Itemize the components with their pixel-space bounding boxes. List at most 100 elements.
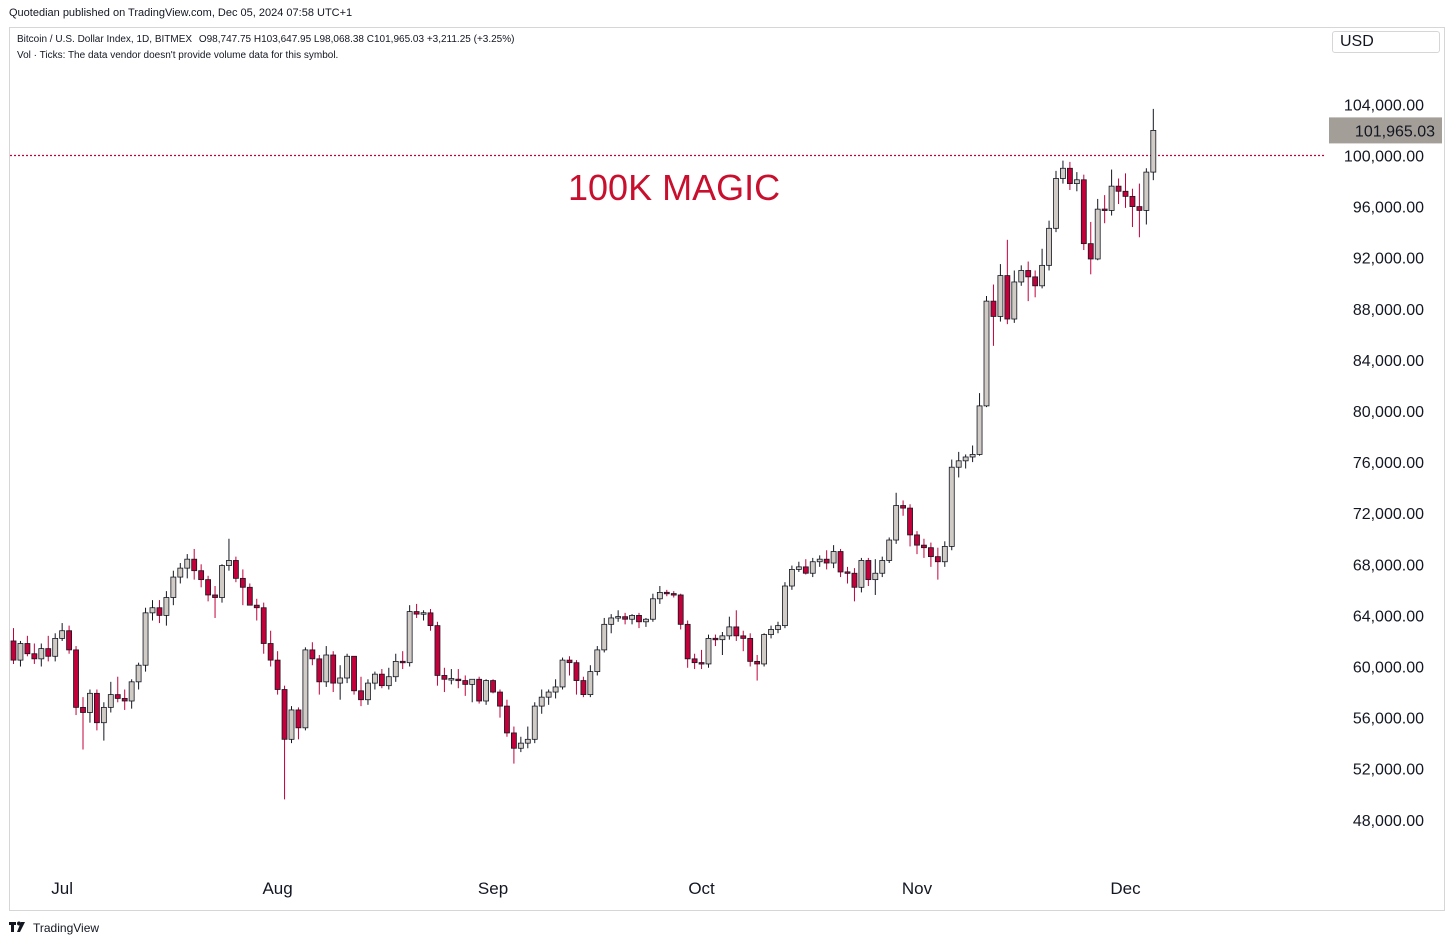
candle-body xyxy=(497,691,503,707)
candle xyxy=(184,554,191,579)
candle xyxy=(504,699,510,737)
price-tick-label: 56,000.00 xyxy=(1353,711,1424,728)
candle-body xyxy=(371,673,378,684)
candle-body xyxy=(1039,264,1045,287)
candle xyxy=(17,640,24,667)
candle xyxy=(976,393,983,456)
legend-symbol-row: Bitcoin / U.S. Dollar Index, 1D, BITMEX … xyxy=(17,34,514,45)
price-tick-label: 60,000.00 xyxy=(1353,660,1424,677)
candle-body xyxy=(886,539,893,561)
candle xyxy=(1101,195,1108,224)
price-tick-label: 100,000.00 xyxy=(1344,149,1424,166)
candle-body xyxy=(476,678,483,702)
candle xyxy=(531,702,538,744)
candle-body xyxy=(1150,129,1157,173)
candle-body xyxy=(941,546,948,563)
candle xyxy=(886,537,893,564)
candle-body xyxy=(531,705,538,740)
candle-body xyxy=(469,678,476,685)
candle xyxy=(747,633,754,667)
currency-selector[interactable]: USD xyxy=(1332,31,1440,53)
candle-body xyxy=(844,571,851,574)
candle xyxy=(288,706,295,744)
tradingview-logo-icon[interactable] xyxy=(9,920,29,936)
candle-body xyxy=(462,680,469,685)
candle xyxy=(587,665,594,698)
candle xyxy=(962,454,969,469)
candle xyxy=(170,570,177,606)
candle-body xyxy=(573,662,580,681)
price-tick-label: 48,000.00 xyxy=(1353,813,1424,830)
time-axis: Jul Aug Sep Oct Nov Dec xyxy=(51,879,1141,898)
candle-body xyxy=(747,637,754,662)
candle xyxy=(128,679,135,709)
candle xyxy=(38,643,45,667)
candle xyxy=(191,548,198,580)
candle xyxy=(601,617,608,653)
candle-body xyxy=(337,677,344,684)
candle xyxy=(177,563,184,584)
candle xyxy=(281,685,288,800)
time-tick-label: Aug xyxy=(262,879,292,898)
candle xyxy=(1067,161,1073,190)
candle xyxy=(573,660,580,695)
candle-body xyxy=(392,660,399,678)
candle-body xyxy=(17,643,24,661)
footer-brand[interactable]: TradingView xyxy=(33,921,100,935)
candle-body xyxy=(31,653,38,660)
candle xyxy=(330,651,337,693)
candle-body xyxy=(1011,281,1018,320)
candle xyxy=(893,492,900,544)
candle-body xyxy=(608,617,615,625)
candle-body xyxy=(52,637,59,657)
candle-body xyxy=(483,680,490,702)
candle-body xyxy=(997,275,1004,317)
candle-body xyxy=(705,637,712,665)
candle-body xyxy=(427,612,434,627)
candle xyxy=(684,620,691,668)
candle xyxy=(809,557,816,578)
candle xyxy=(907,504,913,547)
candle xyxy=(719,632,726,656)
candle-body xyxy=(768,629,774,635)
candle xyxy=(990,284,997,346)
candle xyxy=(316,655,323,695)
candle xyxy=(358,676,364,707)
candle xyxy=(983,296,990,408)
candle xyxy=(816,555,823,567)
candle xyxy=(1080,174,1087,251)
candle xyxy=(94,689,100,731)
candle-body xyxy=(552,686,559,693)
candle xyxy=(608,614,615,634)
candle-body xyxy=(198,570,205,581)
candle-body xyxy=(351,655,357,692)
candle-body xyxy=(1018,270,1025,283)
candle-body xyxy=(205,579,212,596)
candle xyxy=(643,617,649,627)
candle-body xyxy=(962,456,969,462)
candle-body xyxy=(524,738,531,744)
legend-volume-note: Vol · Ticks: The data vendor doesn't pro… xyxy=(17,50,339,61)
candle xyxy=(239,569,246,606)
candle xyxy=(351,655,357,695)
candle xyxy=(1129,188,1136,228)
candle-body xyxy=(934,556,941,563)
candle xyxy=(754,655,761,681)
candle xyxy=(434,621,441,686)
candle-body xyxy=(59,630,66,639)
candle xyxy=(580,676,587,698)
candle xyxy=(149,600,156,621)
legend-ohlc: O98,747.75 H103,647.95 L98,068.38 C101,9… xyxy=(198,34,515,45)
candle-body xyxy=(38,648,45,660)
candle xyxy=(663,589,670,597)
candle-body xyxy=(323,654,330,683)
candle-body xyxy=(1136,206,1143,211)
candle-body xyxy=(872,572,879,581)
candle xyxy=(73,646,79,716)
candle xyxy=(823,550,830,570)
publisher-line: Quotedian published on TradingView.com, … xyxy=(9,7,353,19)
candle-body xyxy=(226,560,232,566)
candle-body xyxy=(399,660,406,664)
candle xyxy=(789,565,795,590)
